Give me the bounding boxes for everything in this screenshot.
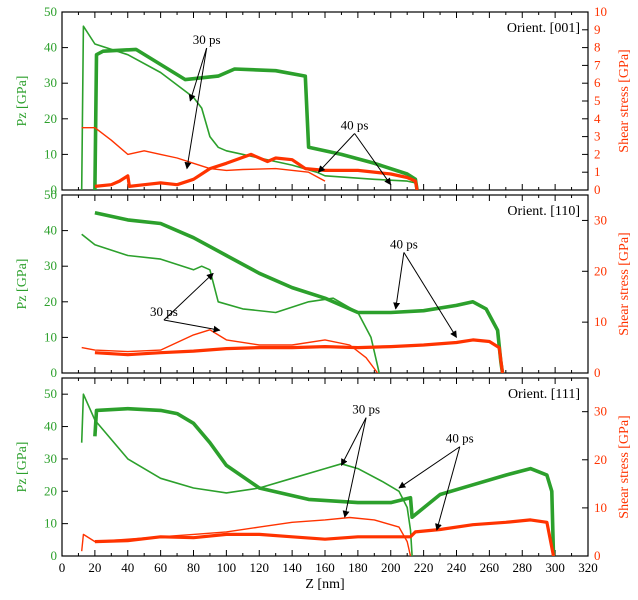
y-tick-label-left: 10 <box>44 516 57 531</box>
annotation-arrow <box>403 252 457 338</box>
series-line-pz-2 <box>93 47 419 190</box>
panel-1: 0 10 20 30 40 50 0 1 2 3 4 5 6 7 8 9 10 Pz [GPa] Shear str… <box>15 4 632 197</box>
x-tick-label: 160 <box>315 560 335 575</box>
x-tick-label: 200 <box>381 560 401 575</box>
y-tick-label-left: 0 <box>51 182 58 197</box>
annotation-arrow <box>340 417 367 467</box>
y-tick-label-right: 20 <box>594 263 607 278</box>
y-tick-label-right: 10 <box>594 4 607 19</box>
y-tick-label-right: 10 <box>594 500 607 515</box>
annotation-arrow <box>163 272 214 321</box>
x-tick-label: 220 <box>414 560 434 575</box>
y-tick-label-right: 8 <box>594 40 601 55</box>
y-tick-label-left: 40 <box>44 419 57 434</box>
y-tick-label-right: 2 <box>594 146 601 161</box>
series-line-pz-1 <box>81 233 380 373</box>
panel-3: 0 20 40 60 80 100 120 140 160 180 200 220 240 260 280 3… <box>15 377 632 575</box>
time-label: 30 ps <box>150 304 178 319</box>
x-tick-label: 100 <box>217 560 237 575</box>
y-tick-label-left: 20 <box>44 483 57 498</box>
panel-2: 0 10 20 30 40 50 0 10 20 30 Pz [GPa] Shear stress [… <box>15 187 632 380</box>
y-axis-label-left: Pz [GPa] <box>15 76 30 127</box>
y-axis-label-left: Pz [GPa] <box>15 442 30 493</box>
annotation-arrow <box>163 319 221 333</box>
y-tick-label-left: 0 <box>51 548 58 563</box>
x-tick-label: 280 <box>513 560 533 575</box>
y-tick-label-left: 30 <box>44 258 57 273</box>
annotation-arrow <box>188 47 208 102</box>
x-tick-label: 240 <box>447 560 467 575</box>
time-label: 30 ps <box>352 402 380 417</box>
orientation-label: Orient. [110] <box>507 204 580 219</box>
y-tick-label-left: 50 <box>44 386 57 401</box>
orientation-label: Orient. [111] <box>508 387 580 402</box>
annotation-arrow <box>398 446 461 489</box>
x-tick-label: 180 <box>348 560 368 575</box>
y-tick-label-right: 5 <box>594 93 601 108</box>
y-tick-label-left: 30 <box>44 75 57 90</box>
y-axis-label-right: Shear stress [GPa] <box>617 49 632 152</box>
y-tick-label-right: 6 <box>594 75 601 90</box>
x-tick-label: 140 <box>282 560 302 575</box>
y-tick-label-left: 0 <box>51 365 58 380</box>
y-tick-label-left: 50 <box>44 187 57 202</box>
y-tick-label-right: 30 <box>594 404 607 419</box>
y-tick-label-right: 0 <box>594 182 601 197</box>
annotation-arrow <box>342 417 367 518</box>
y-tick-label-right: 0 <box>594 548 601 563</box>
y-tick-label-right: 10 <box>594 314 607 329</box>
x-tick-label: 260 <box>480 560 500 575</box>
series-line-shear-4 <box>94 152 419 190</box>
x-tick-label: 120 <box>250 560 270 575</box>
orientation-label: Orient. [001] <box>507 21 580 36</box>
annotation-arrow <box>435 446 461 531</box>
y-tick-label-left: 20 <box>44 111 57 126</box>
y-tick-label-right: 7 <box>594 57 601 72</box>
y-tick-label-left: 10 <box>44 146 57 161</box>
annotation-arrow <box>184 47 208 170</box>
y-axis-label-right: Shear stress [GPa] <box>617 232 632 335</box>
series-line-pz-2 <box>93 406 556 556</box>
series-line-shear-4 <box>94 518 556 556</box>
series-line-pz-1 <box>80 25 418 190</box>
annotation-arrow <box>317 133 355 173</box>
x-axis-label: Z [nm] <box>305 577 344 592</box>
series-line-shear-4 <box>94 338 505 373</box>
x-tick-label: 0 <box>59 560 66 575</box>
x-tick-label: 60 <box>154 560 167 575</box>
time-label: 30 ps <box>193 32 221 47</box>
time-label: 40 ps <box>390 236 418 251</box>
y-tick-label-left: 30 <box>44 451 57 466</box>
y-tick-label-left: 40 <box>44 40 57 55</box>
x-tick-label: 320 <box>578 560 598 575</box>
series-line-pz-2 <box>94 211 505 373</box>
y-tick-label-left: 20 <box>44 294 57 309</box>
y-tick-label-right: 20 <box>594 452 607 467</box>
x-tick-label: 20 <box>88 560 101 575</box>
annotation-arrow <box>393 252 405 310</box>
y-tick-label-right: 3 <box>594 129 601 144</box>
time-label: 40 ps <box>341 117 369 132</box>
x-tick-label: 40 <box>121 560 134 575</box>
y-tick-label-left: 40 <box>44 223 57 238</box>
y-axis-label-right: Shear stress [GPa] <box>617 415 632 518</box>
y-tick-label-right: 1 <box>594 164 601 179</box>
series-line-shear-3 <box>81 126 326 182</box>
y-tick-label-left: 10 <box>44 329 57 344</box>
y-tick-label-left: 50 <box>44 4 57 19</box>
y-tick-label-right: 30 <box>594 212 607 227</box>
series-line-shear-3 <box>81 329 379 373</box>
x-tick-label: 80 <box>187 560 200 575</box>
plot-frame <box>61 11 589 191</box>
y-tick-label-right: 4 <box>594 111 601 126</box>
y-tick-label-right: 0 <box>594 365 601 380</box>
annotation-arrow <box>354 133 392 186</box>
y-axis-label-left: Pz [GPa] <box>15 259 30 310</box>
y-tick-label-right: 9 <box>594 22 601 37</box>
x-tick-label: 300 <box>545 560 565 575</box>
series-line-pz-1 <box>80 393 413 556</box>
time-label: 40 ps <box>446 431 474 446</box>
